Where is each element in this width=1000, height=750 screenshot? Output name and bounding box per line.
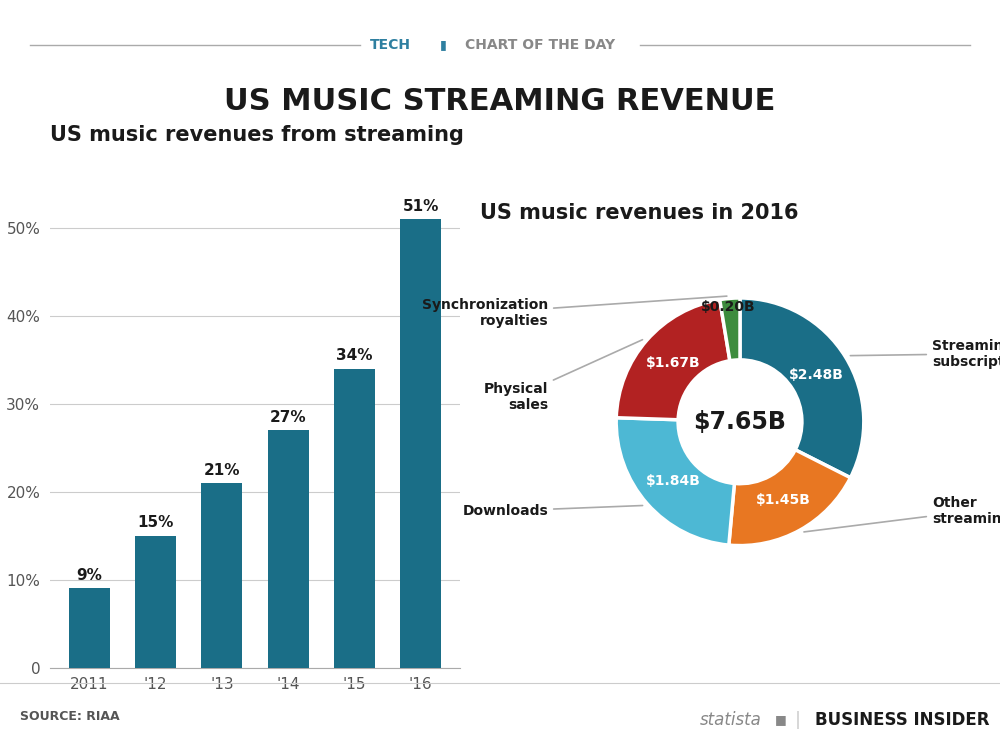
Text: CHART OF THE DAY: CHART OF THE DAY	[465, 38, 615, 52]
Text: Synchronization
royalties: Synchronization royalties	[422, 296, 727, 328]
Text: ▮: ▮	[440, 38, 447, 52]
Wedge shape	[616, 418, 734, 545]
Text: 21%: 21%	[204, 463, 240, 478]
Bar	[268, 430, 309, 668]
Text: 15%: 15%	[137, 515, 174, 530]
Text: $1.45B: $1.45B	[756, 493, 811, 507]
Text: $7.65B: $7.65B	[694, 410, 786, 434]
Text: US MUSIC STREAMING REVENUE: US MUSIC STREAMING REVENUE	[224, 87, 776, 116]
Text: Other
streaming: Other streaming	[804, 496, 1000, 532]
Text: 27%: 27%	[270, 410, 306, 424]
Text: Downloads: Downloads	[462, 504, 643, 518]
Bar	[400, 219, 441, 668]
Bar	[69, 588, 110, 668]
Text: $1.67B: $1.67B	[646, 356, 700, 370]
Text: US music revenues in 2016: US music revenues in 2016	[480, 203, 798, 223]
Text: $2.48B: $2.48B	[789, 368, 843, 382]
Wedge shape	[616, 300, 730, 420]
Bar	[135, 536, 176, 668]
Text: $1.84B: $1.84B	[646, 474, 701, 488]
Text: $0.20B: $0.20B	[701, 300, 756, 314]
Text: 9%: 9%	[76, 568, 102, 583]
Text: Streaming
subscriptions: Streaming subscriptions	[850, 338, 1000, 369]
Bar	[201, 483, 242, 668]
Text: 34%: 34%	[336, 348, 373, 363]
Wedge shape	[740, 298, 864, 478]
Text: SOURCE: RIAA: SOURCE: RIAA	[20, 710, 120, 723]
Wedge shape	[729, 450, 850, 545]
Text: statista: statista	[700, 711, 762, 729]
Text: |: |	[795, 711, 801, 729]
Text: BUSINESS INSIDER: BUSINESS INSIDER	[815, 711, 990, 729]
Text: TECH: TECH	[370, 38, 411, 52]
Text: ■: ■	[775, 713, 787, 727]
Text: US music revenues from streaming: US music revenues from streaming	[50, 124, 464, 145]
Wedge shape	[720, 298, 740, 361]
Text: 51%: 51%	[403, 199, 439, 214]
Text: Physical
sales: Physical sales	[484, 340, 642, 412]
Bar	[334, 368, 375, 668]
